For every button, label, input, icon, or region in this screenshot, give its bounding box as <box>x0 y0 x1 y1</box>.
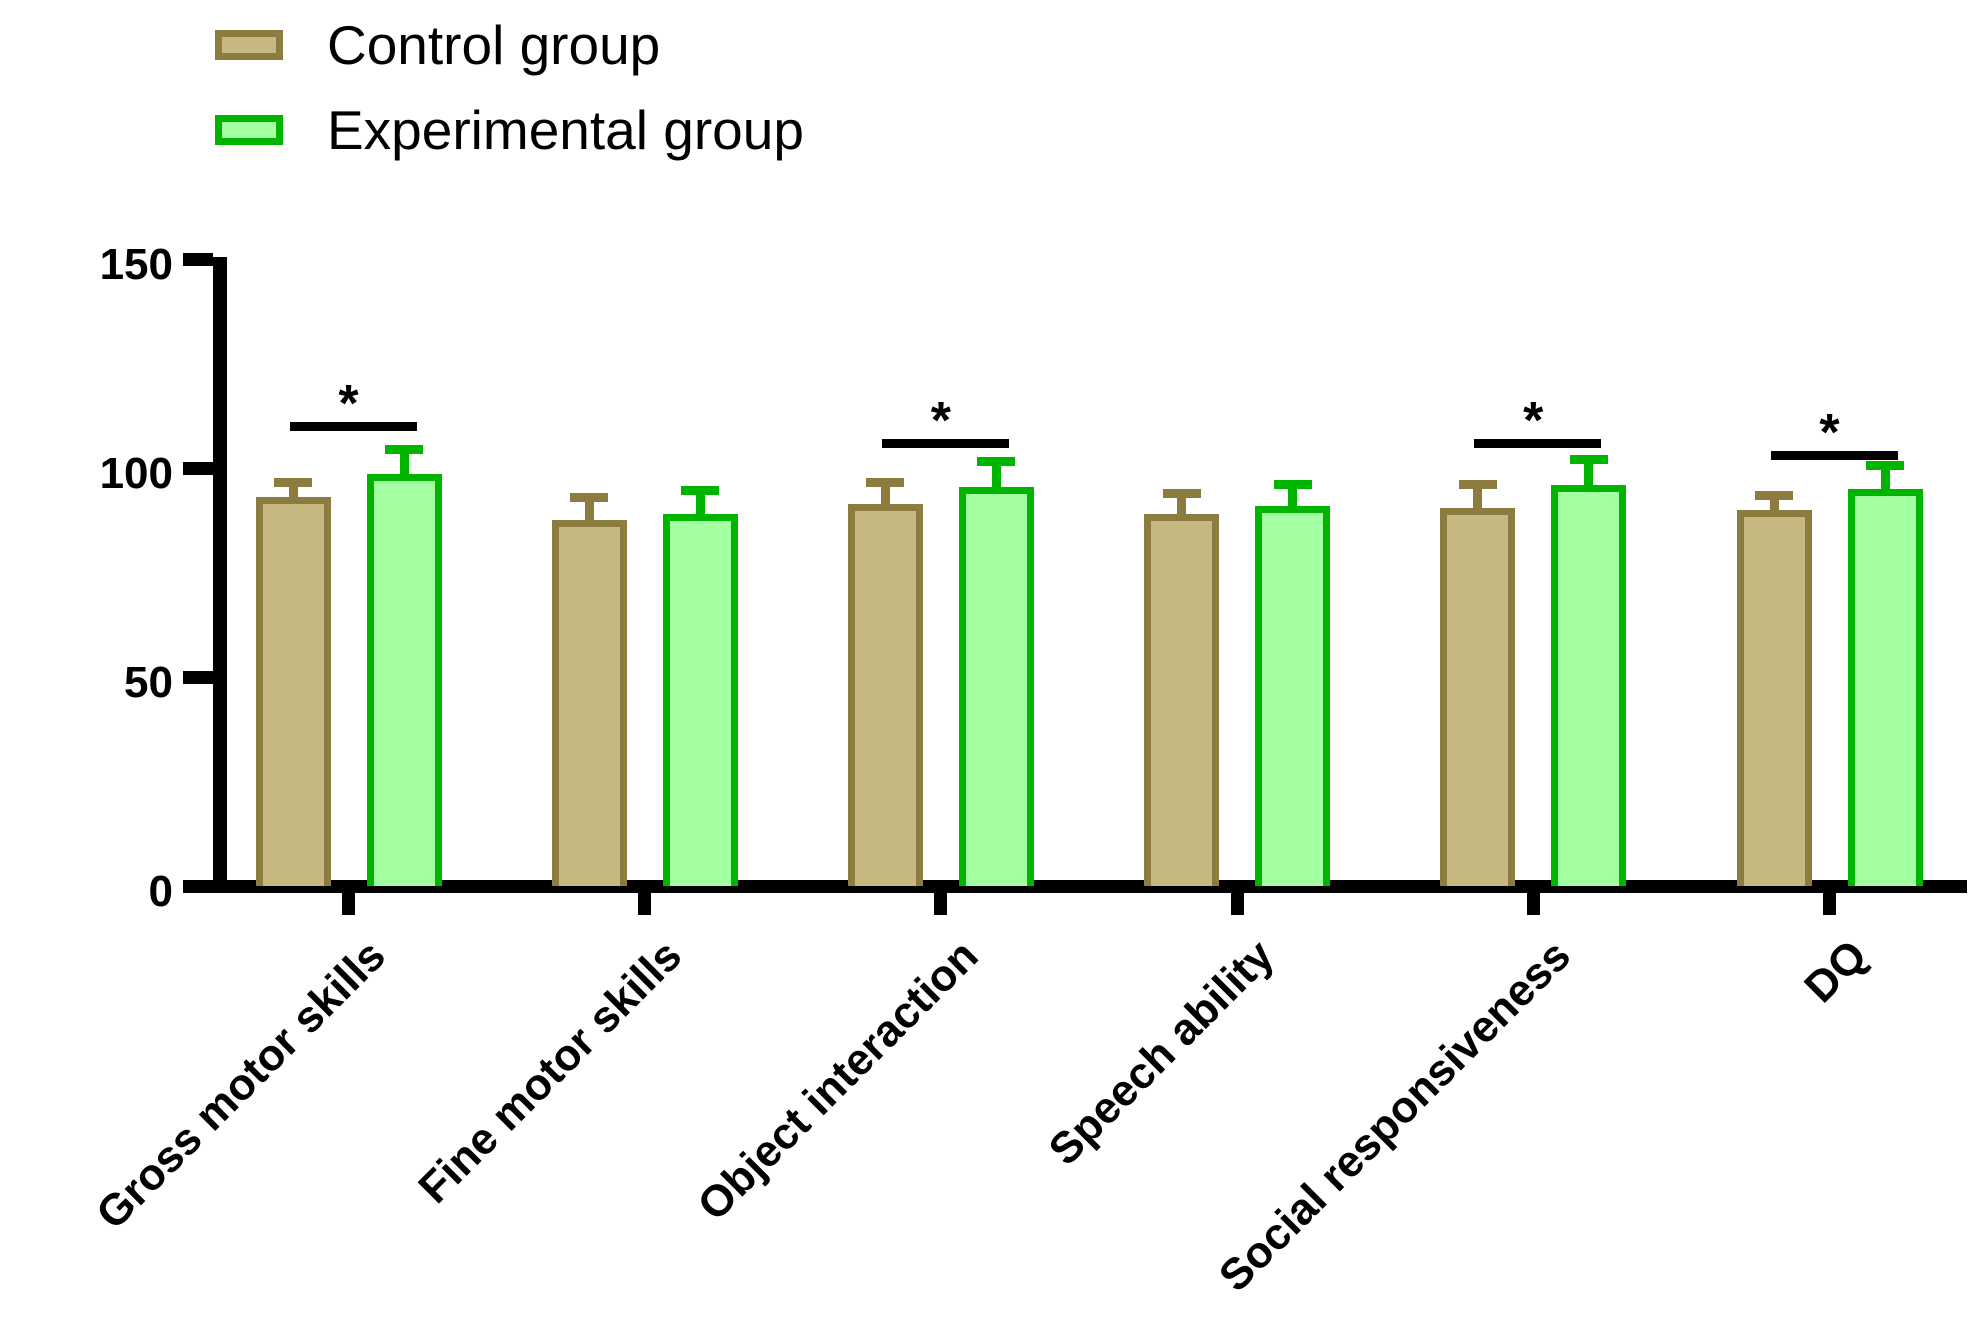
y-tick <box>183 252 213 266</box>
significance-asterisk: * <box>1819 404 1840 463</box>
bar-experimental <box>958 486 1034 886</box>
error-bar-stem <box>991 461 1001 489</box>
y-tick-label: 0 <box>148 867 173 916</box>
legend-label-control: Control group <box>327 13 661 76</box>
significance-line <box>881 438 1009 448</box>
control-group-swatch <box>215 30 283 60</box>
error-bar-stem <box>288 482 298 500</box>
significance-asterisk: * <box>338 375 359 434</box>
error-bar-cap <box>385 444 423 454</box>
y-tick <box>183 670 213 684</box>
error-bar-stem <box>1880 465 1890 491</box>
error-bar-cap <box>1866 461 1904 471</box>
x-tick <box>342 884 355 915</box>
legend-label-experimental: Experimental group <box>327 98 804 161</box>
x-tick <box>1526 884 1540 915</box>
error-bar-cap <box>1273 480 1312 490</box>
x-tick <box>1230 884 1244 915</box>
error-bar-stem <box>1473 484 1483 510</box>
y-axis-line <box>213 257 227 893</box>
bar-experimental <box>1847 488 1923 886</box>
bar-control <box>1144 513 1220 886</box>
error-bar-cap <box>977 457 1016 467</box>
legend-item-control: Control group <box>215 17 804 72</box>
bar-control <box>255 497 331 886</box>
bar-control <box>847 503 923 886</box>
y-tick-label: 100 <box>99 449 173 498</box>
error-bar-cap <box>1755 490 1793 500</box>
x-axis-label: DQ <box>1794 930 1877 1013</box>
y-tick <box>183 879 213 893</box>
bar-control <box>1440 507 1516 886</box>
error-bar-stem <box>399 449 409 477</box>
significance-line <box>1770 451 1898 461</box>
significance-line <box>1474 438 1602 448</box>
error-bar-cap <box>1569 455 1608 465</box>
error-bar-stem <box>880 482 890 506</box>
significance-asterisk: * <box>930 391 952 450</box>
error-bar-cap <box>681 486 720 496</box>
significance-line <box>289 422 417 432</box>
x-axis-label: Social responsiveness <box>1209 930 1580 1302</box>
legend-item-experimental: Experimental group <box>215 102 804 157</box>
bar-experimental <box>366 474 442 886</box>
bar-experimental <box>662 513 738 886</box>
x-axis-label: Object interaction <box>688 930 988 1231</box>
x-axis-label: Speech ability <box>1039 930 1284 1175</box>
bar-experimental <box>1255 505 1331 886</box>
bar-control <box>1736 509 1812 886</box>
bar-experimental <box>1551 484 1627 886</box>
x-axis-line <box>213 880 1967 893</box>
y-tick <box>183 461 213 475</box>
error-bar-stem <box>695 490 705 516</box>
y-tick-label: 50 <box>124 658 173 707</box>
error-bar-cap <box>1162 488 1201 498</box>
bar-control <box>551 520 627 886</box>
x-tick <box>638 884 652 915</box>
error-bar-cap <box>1458 480 1497 490</box>
error-bar-cap <box>570 492 609 502</box>
error-bar-stem <box>1769 495 1779 512</box>
x-axis-label: Gross motor skills <box>87 930 396 1239</box>
significance-asterisk: * <box>1523 391 1544 450</box>
legend: Control group Experimental group <box>215 17 804 192</box>
x-tick <box>934 884 948 915</box>
error-bar-stem <box>1177 493 1187 516</box>
x-tick <box>1823 884 1836 915</box>
experimental-group-swatch <box>215 115 283 145</box>
y-tick-label: 150 <box>99 240 173 289</box>
error-bar-stem <box>584 497 594 523</box>
error-bar-stem <box>1288 484 1298 508</box>
x-axis-label: Fine motor skills <box>409 930 692 1213</box>
error-bar-cap <box>866 478 905 488</box>
error-bar-stem <box>1584 459 1594 487</box>
error-bar-cap <box>274 478 312 488</box>
